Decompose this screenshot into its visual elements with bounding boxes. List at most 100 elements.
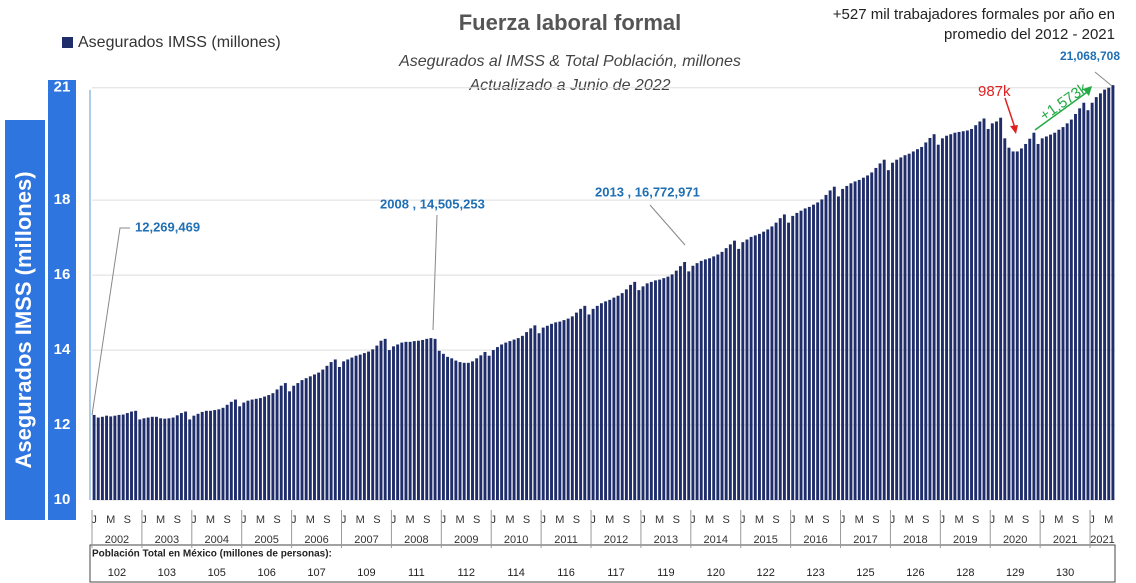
- bar: [1074, 113, 1077, 501]
- bar: [258, 398, 262, 500]
- year-label: 2005: [254, 534, 278, 546]
- x-tick-label: S: [673, 514, 680, 526]
- bar: [304, 378, 308, 500]
- bar: [288, 391, 291, 500]
- bar: [612, 297, 616, 500]
- bar: [225, 404, 229, 500]
- x-tick-label: J: [640, 514, 646, 526]
- x-tick-label: M: [605, 514, 614, 526]
- x-tick-label: J: [940, 514, 946, 526]
- bar: [155, 416, 158, 500]
- bar: [861, 177, 865, 500]
- annotation: 987k: [978, 83, 1011, 100]
- x-tick-label: J: [1039, 514, 1045, 526]
- bar: [292, 385, 296, 500]
- leader: [91, 227, 130, 416]
- bar: [396, 344, 400, 500]
- bar: [604, 301, 608, 500]
- pop-value: 114: [507, 567, 525, 579]
- year-label: 2020: [1003, 534, 1027, 546]
- bar: [874, 167, 878, 500]
- x-tick-label: J: [441, 514, 447, 526]
- bar: [362, 353, 366, 500]
- year-label: 2021: [1053, 534, 1077, 546]
- bar: [337, 366, 341, 500]
- bar: [741, 242, 745, 500]
- bar: [358, 354, 362, 500]
- bar: [1061, 127, 1065, 500]
- bar: [791, 215, 795, 500]
- x-tick-label: J: [1089, 514, 1095, 526]
- bar: [674, 270, 678, 500]
- note: promedio del 2012 - 2021: [944, 26, 1115, 43]
- bar: [142, 418, 146, 500]
- bar: [633, 281, 637, 500]
- x-tick-label: M: [306, 514, 315, 526]
- bar: [1086, 110, 1090, 501]
- bar: [138, 419, 142, 500]
- bar: [1032, 132, 1036, 500]
- bar: [550, 323, 553, 500]
- year-label: 2008: [404, 534, 428, 546]
- x-tick-label: J: [990, 514, 996, 526]
- arrow-head: [1010, 125, 1018, 134]
- bar: [163, 418, 167, 500]
- x-tick-label: S: [573, 514, 580, 526]
- bar: [400, 342, 404, 500]
- bar: [450, 358, 454, 500]
- bar: [279, 385, 283, 500]
- bar: [167, 418, 171, 500]
- bar: [587, 314, 591, 500]
- bar: [367, 351, 370, 500]
- bar: [333, 359, 337, 500]
- bar: [313, 374, 316, 500]
- x-tick-label: S: [174, 514, 181, 526]
- bar: [666, 276, 670, 500]
- pop-value: 128: [956, 567, 974, 579]
- x-tick-label: J: [690, 514, 696, 526]
- year-label: 2009: [454, 534, 478, 546]
- bar: [229, 401, 233, 500]
- x-tick-label: S: [1022, 514, 1029, 526]
- arrow-head: [1083, 86, 1092, 96]
- bar: [300, 380, 304, 500]
- year-label: 2006: [304, 534, 328, 546]
- bar: [1040, 138, 1044, 500]
- bar: [454, 360, 458, 500]
- leader: [1094, 71, 1113, 87]
- x-tick-label: J: [141, 514, 147, 526]
- bar: [213, 410, 217, 500]
- bar: [795, 212, 799, 501]
- pop-value: 129: [1006, 567, 1024, 579]
- bar: [907, 153, 911, 500]
- bar: [1111, 85, 1115, 500]
- bar: [146, 417, 150, 500]
- bar: [171, 417, 175, 500]
- bar: [1090, 102, 1094, 500]
- x-tick-label: M: [1104, 514, 1113, 526]
- pop-value: 107: [307, 567, 325, 579]
- x-tick-label: M: [406, 514, 415, 526]
- pop-value: 116: [557, 567, 575, 579]
- bar: [317, 372, 321, 500]
- bar: [96, 417, 100, 500]
- bar: [520, 335, 524, 500]
- bar: [870, 172, 874, 500]
- bar: [416, 340, 420, 500]
- bar: [392, 346, 395, 500]
- pop-value: 112: [457, 567, 475, 579]
- bar: [620, 293, 624, 500]
- x-tick-label: S: [124, 514, 131, 526]
- subtitle: Asegurados al IMSS & Total Población, mi…: [398, 53, 741, 70]
- bar: [654, 280, 657, 500]
- x-tick-label: S: [473, 514, 480, 526]
- bar: [591, 308, 595, 500]
- bar: [325, 365, 329, 500]
- bar: [845, 185, 849, 500]
- x-tick-label: S: [872, 514, 879, 526]
- pop-value: 126: [906, 567, 924, 579]
- bar: [841, 188, 845, 501]
- bar: [429, 338, 433, 500]
- bar: [837, 196, 840, 500]
- bar: [624, 289, 628, 500]
